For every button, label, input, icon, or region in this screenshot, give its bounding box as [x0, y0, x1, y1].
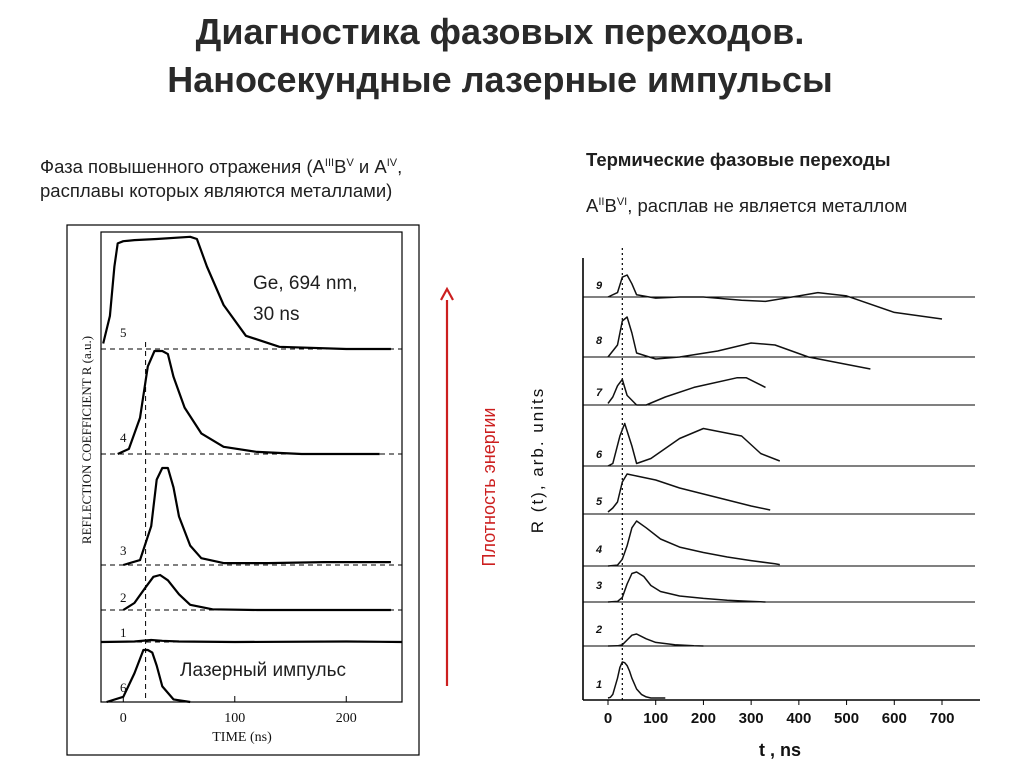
right-series-line-1	[607, 661, 666, 699]
right-x-tick-label: 700	[929, 710, 954, 727]
left-x-tick-label: 0	[120, 711, 127, 726]
left-y-axis-label: REFLECTION COEFFICIENT R (a.u.)	[79, 336, 94, 544]
right-caption-text: B	[604, 195, 617, 217]
right-series-line-4	[607, 520, 780, 567]
left-annotation-pulse: Лазерный импульс	[180, 660, 346, 681]
right-x-ticks: 0 100 200 300 400 500 600 700	[604, 700, 955, 727]
left-annotation-sample-2: 30 ns	[253, 304, 299, 325]
right-x-tick-label: 300	[739, 710, 764, 727]
right-series-line-6	[607, 422, 781, 467]
left-series-line-3	[122, 466, 391, 567]
right-caption-text: A	[586, 195, 599, 217]
left-x-axis-label: TIME (ns)	[212, 730, 272, 745]
left-caption-line2: расплавы которых являются металлами)	[40, 180, 393, 202]
right-series-label-9: 9	[596, 280, 603, 292]
left-caption: Фаза повышенного отражения (AIIIBV и AIV…	[40, 151, 510, 203]
left-caption-text: ,	[397, 156, 403, 178]
right-series-line-5	[607, 473, 771, 513]
left-annotation-sample: Ge, 694 nm,	[253, 273, 358, 294]
right-series-line-7	[607, 377, 766, 406]
right-x-tick-label: 500	[834, 710, 859, 727]
right-series-line-8	[607, 316, 871, 370]
right-series-line-9	[607, 274, 943, 320]
left-series-line-1	[100, 638, 403, 644]
right-series-label-8: 8	[596, 335, 603, 347]
left-series-line-2	[122, 573, 391, 612]
left-series-label-4: 4	[120, 430, 127, 445]
right-x-tick-label: 600	[882, 710, 907, 727]
left-caption-text: B	[334, 156, 347, 178]
right-series-group: 9 8 7 6 5 4 3 2 1	[583, 248, 975, 700]
slide-title: Диагностика фазовых переходов. Наносекун…	[0, 8, 1000, 104]
left-x-ticks: 0 100 200	[120, 696, 357, 726]
left-caption-sup: IV	[386, 157, 398, 169]
left-x-tick-label: 200	[336, 711, 357, 726]
slide-title-line2: Наносекундные лазерные импульсы	[167, 59, 833, 100]
right-x-axis-label: t , ns	[759, 740, 801, 760]
right-series-label-3: 3	[596, 580, 602, 592]
right-series-label-2: 2	[595, 624, 602, 636]
left-caption-sup: V	[346, 157, 354, 169]
slide-title-line1: Диагностика фазовых переходов.	[195, 11, 805, 52]
energy-arrow-head	[440, 286, 454, 301]
right-series-label-1: 1	[596, 679, 602, 691]
left-plot-frame	[100, 231, 403, 703]
right-x-tick-label: 100	[643, 710, 668, 727]
left-series-line-4	[117, 349, 380, 456]
right-series-line-3	[607, 571, 766, 603]
right-x-tick-label: 400	[786, 710, 811, 727]
right-series-line-2	[607, 633, 704, 647]
left-x-tick-label: 100	[224, 711, 245, 726]
left-series-group: 5 4 3 2 1 6	[100, 235, 403, 704]
right-series-label-7: 7	[596, 387, 603, 399]
right-series-label-4: 4	[595, 544, 602, 556]
left-series-label-2: 2	[120, 590, 127, 605]
left-series-line-5	[102, 235, 391, 351]
left-series-label-6: 6	[120, 680, 127, 695]
right-series-label-6: 6	[596, 449, 603, 461]
left-series-line-6	[106, 648, 191, 704]
right-y-axis-label: R (t), arb. units	[528, 387, 547, 533]
left-series-label-3: 3	[120, 543, 127, 558]
left-caption-sup: III	[324, 157, 335, 169]
energy-arrow-label: Плотность энергии	[479, 408, 499, 567]
left-series-label-1: 1	[120, 625, 127, 640]
left-caption-text: Фаза повышенного отражения (A	[40, 156, 325, 178]
right-caption-sup: II	[598, 196, 605, 208]
right-caption-title: Термические фазовые переходы	[586, 149, 891, 170]
right-caption-text: , расплав не является металлом	[627, 195, 908, 217]
right-x-tick-label: 0	[604, 710, 612, 727]
left-chart-frame	[66, 224, 420, 756]
left-caption-text: и A	[353, 156, 387, 178]
right-x-tick-label: 200	[691, 710, 716, 727]
right-caption: AIIBVI, расплав не является металлом	[586, 190, 907, 218]
left-series-label-5: 5	[120, 325, 127, 340]
right-series-label-5: 5	[596, 496, 603, 508]
right-caption-sup: VI	[616, 196, 628, 208]
